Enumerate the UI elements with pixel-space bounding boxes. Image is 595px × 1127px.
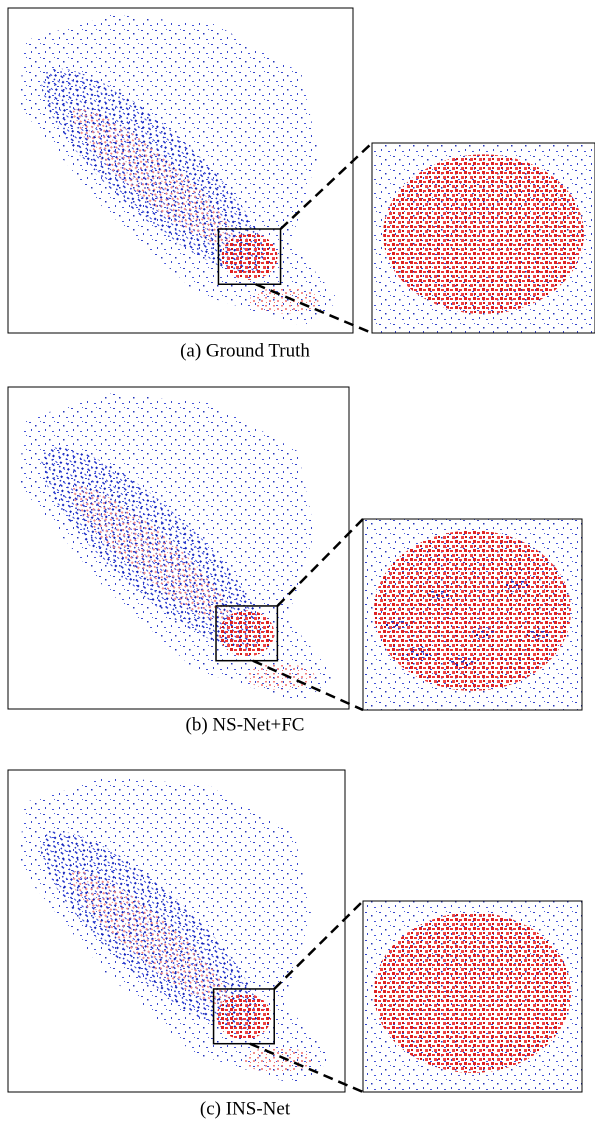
inset-blue-patch <box>471 627 496 640</box>
zoom-line <box>276 518 364 607</box>
inset-frame <box>362 518 583 711</box>
red-region-lower <box>243 1046 312 1073</box>
red-nodule <box>221 233 278 280</box>
caption: (a) Ground Truth <box>180 340 310 361</box>
panel: (c) INS-Net <box>7 769 583 1119</box>
caption: (b) NS-Net+FC <box>186 714 305 735</box>
panel: (b) NS-Net+FC <box>7 386 583 735</box>
zoom-box <box>217 228 282 285</box>
red-region <box>72 108 234 246</box>
panel: (a) Ground Truth <box>7 7 595 361</box>
zoom-line <box>279 142 373 230</box>
inset-nodule <box>373 912 572 1073</box>
red-region <box>71 486 231 623</box>
inset-blue-patch <box>405 646 430 659</box>
tissue <box>18 776 332 1086</box>
inset-blue-patch <box>526 627 551 640</box>
red-region <box>70 870 229 1005</box>
inset-blue-patch <box>383 618 408 631</box>
inset-blue-patch <box>504 579 529 592</box>
inset-blue-patch <box>427 589 452 602</box>
zoom-line <box>273 900 364 990</box>
zoom-line <box>252 659 364 712</box>
red-nodule <box>216 993 272 1040</box>
inset-nodule <box>373 530 572 691</box>
zoom-line <box>249 1042 364 1094</box>
zoom-box <box>215 605 279 662</box>
red-region-lower <box>249 287 319 314</box>
inset-blue-patch <box>449 656 474 669</box>
inset-frame <box>371 142 595 334</box>
zoom-box <box>212 988 275 1045</box>
red-region-lower <box>246 663 315 690</box>
inset-frame <box>362 900 583 1093</box>
caption: (c) INS-Net <box>200 1098 291 1119</box>
zoom-line <box>255 283 373 335</box>
inset-nodule <box>383 154 584 314</box>
red-nodule <box>219 610 275 657</box>
